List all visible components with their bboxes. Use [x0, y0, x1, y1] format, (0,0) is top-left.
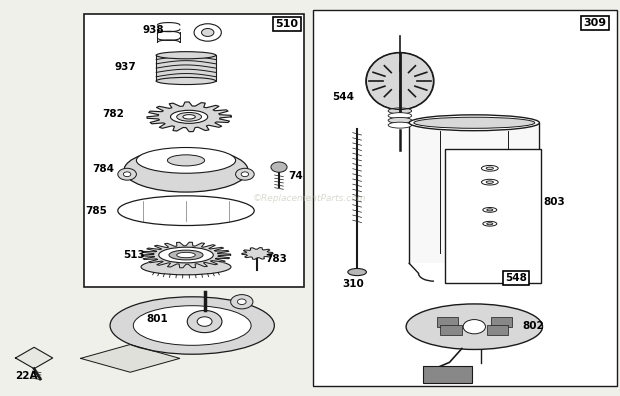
FancyBboxPatch shape	[423, 366, 472, 383]
Ellipse shape	[348, 268, 366, 276]
Ellipse shape	[388, 112, 412, 119]
Circle shape	[241, 172, 249, 177]
Text: 785: 785	[86, 206, 107, 216]
Ellipse shape	[487, 209, 493, 211]
FancyBboxPatch shape	[440, 325, 461, 335]
Circle shape	[118, 168, 136, 180]
Ellipse shape	[170, 110, 208, 124]
Circle shape	[187, 310, 222, 333]
Ellipse shape	[487, 223, 493, 225]
Ellipse shape	[366, 52, 434, 110]
Ellipse shape	[133, 306, 251, 345]
Ellipse shape	[159, 247, 213, 263]
Ellipse shape	[136, 148, 236, 173]
Polygon shape	[147, 102, 231, 131]
FancyBboxPatch shape	[487, 325, 508, 335]
Ellipse shape	[388, 122, 412, 128]
Circle shape	[197, 317, 212, 326]
Ellipse shape	[486, 181, 494, 183]
Ellipse shape	[141, 259, 231, 275]
Ellipse shape	[481, 179, 498, 185]
Text: 801: 801	[146, 314, 168, 324]
Polygon shape	[81, 345, 180, 372]
Text: 937: 937	[115, 61, 136, 72]
Ellipse shape	[118, 196, 254, 226]
Ellipse shape	[177, 112, 202, 121]
Ellipse shape	[481, 166, 498, 171]
Ellipse shape	[483, 208, 497, 212]
Ellipse shape	[183, 115, 195, 119]
Circle shape	[237, 299, 246, 305]
Ellipse shape	[486, 167, 494, 169]
Circle shape	[194, 24, 221, 41]
Ellipse shape	[110, 297, 275, 354]
Text: 544: 544	[332, 91, 353, 102]
Text: 309: 309	[583, 18, 607, 28]
FancyBboxPatch shape	[490, 317, 511, 327]
Ellipse shape	[156, 52, 216, 59]
Circle shape	[463, 320, 485, 334]
FancyBboxPatch shape	[437, 317, 458, 327]
Text: 74: 74	[288, 171, 303, 181]
Circle shape	[202, 29, 214, 36]
Ellipse shape	[177, 252, 195, 258]
Text: 802: 802	[522, 321, 544, 331]
Circle shape	[271, 162, 287, 172]
Ellipse shape	[409, 115, 539, 131]
Bar	[0, 0, 310, 396]
Circle shape	[231, 295, 253, 309]
Ellipse shape	[124, 148, 248, 192]
Ellipse shape	[388, 108, 412, 114]
Text: 783: 783	[265, 254, 287, 265]
Bar	[313, 10, 617, 386]
Ellipse shape	[156, 77, 216, 85]
Polygon shape	[141, 242, 231, 268]
Bar	[410, 123, 538, 263]
Text: ©ReplacementParts.com: ©ReplacementParts.com	[253, 194, 367, 202]
Ellipse shape	[167, 155, 205, 166]
Bar	[156, 55, 216, 81]
Ellipse shape	[483, 221, 497, 226]
Ellipse shape	[406, 304, 542, 350]
Text: 310: 310	[342, 278, 364, 289]
Circle shape	[123, 172, 131, 177]
Ellipse shape	[388, 118, 412, 124]
Text: 22A: 22A	[16, 371, 38, 381]
Text: 784: 784	[92, 164, 113, 175]
Text: 513: 513	[123, 250, 144, 260]
Text: 548: 548	[505, 273, 527, 283]
Ellipse shape	[414, 117, 534, 128]
Bar	[445, 148, 541, 283]
Text: 938: 938	[143, 25, 164, 35]
Text: 510: 510	[275, 19, 299, 29]
Bar	[84, 14, 304, 287]
Polygon shape	[16, 347, 53, 369]
Text: 803: 803	[543, 197, 565, 207]
Ellipse shape	[169, 250, 203, 260]
Circle shape	[236, 168, 254, 180]
Text: 782: 782	[102, 109, 124, 119]
Polygon shape	[242, 248, 273, 259]
